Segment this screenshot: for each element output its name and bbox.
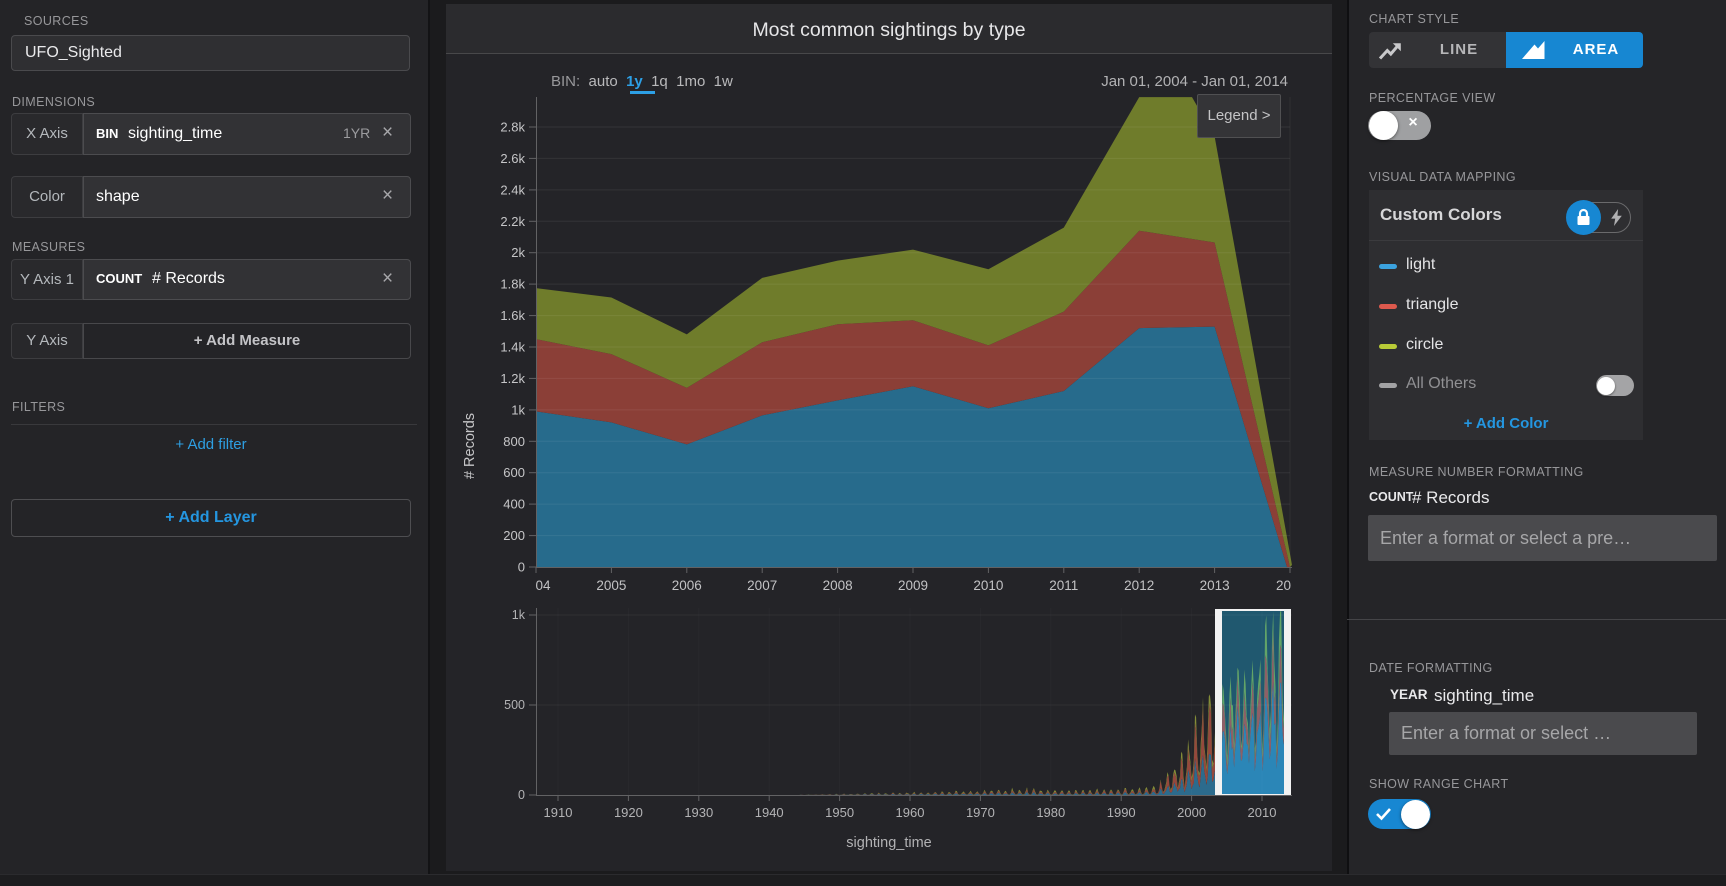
svg-text:2005: 2005 [596,578,626,593]
svg-text:2000: 2000 [1177,805,1206,820]
svg-text:500: 500 [504,698,525,712]
svg-text:2008: 2008 [823,578,853,593]
svg-text:1930: 1930 [684,805,713,820]
svg-text:1960: 1960 [896,805,925,820]
svg-text:0: 0 [518,560,525,575]
svg-text:# Records: # Records [462,413,478,479]
svg-text:2.8k: 2.8k [500,120,525,135]
svg-text:2009: 2009 [898,578,928,593]
svg-text:1.4k: 1.4k [500,340,525,355]
svg-text:2006: 2006 [672,578,702,593]
svg-text:200: 200 [503,528,525,543]
svg-text:1k: 1k [511,402,525,417]
svg-text:1970: 1970 [966,805,995,820]
svg-text:20: 20 [1276,578,1291,593]
svg-text:2.6k: 2.6k [500,151,525,166]
svg-text:2007: 2007 [747,578,777,593]
svg-text:2.4k: 2.4k [500,182,525,197]
svg-text:1.2k: 1.2k [500,371,525,386]
svg-text:1920: 1920 [614,805,643,820]
svg-text:2011: 2011 [1049,578,1078,593]
svg-text:2012: 2012 [1124,578,1154,593]
svg-text:400: 400 [503,497,525,512]
svg-text:2013: 2013 [1200,578,1230,593]
svg-text:1990: 1990 [1107,805,1136,820]
svg-text:1940: 1940 [755,805,784,820]
svg-text:1k: 1k [512,608,526,622]
svg-text:800: 800 [503,434,525,449]
svg-text:1910: 1910 [544,805,573,820]
svg-text:1.6k: 1.6k [500,308,525,323]
svg-text:1950: 1950 [825,805,854,820]
svg-text:2010: 2010 [1248,805,1277,820]
svg-text:2k: 2k [511,245,525,260]
svg-text:sighting_time: sighting_time [846,835,931,851]
svg-text:1.8k: 1.8k [500,277,525,292]
svg-text:2010: 2010 [973,578,1003,593]
svg-text:04: 04 [535,578,551,593]
svg-text:1980: 1980 [1036,805,1065,820]
svg-text:2.2k: 2.2k [500,214,525,229]
svg-text:600: 600 [503,465,525,480]
svg-text:0: 0 [518,788,525,802]
